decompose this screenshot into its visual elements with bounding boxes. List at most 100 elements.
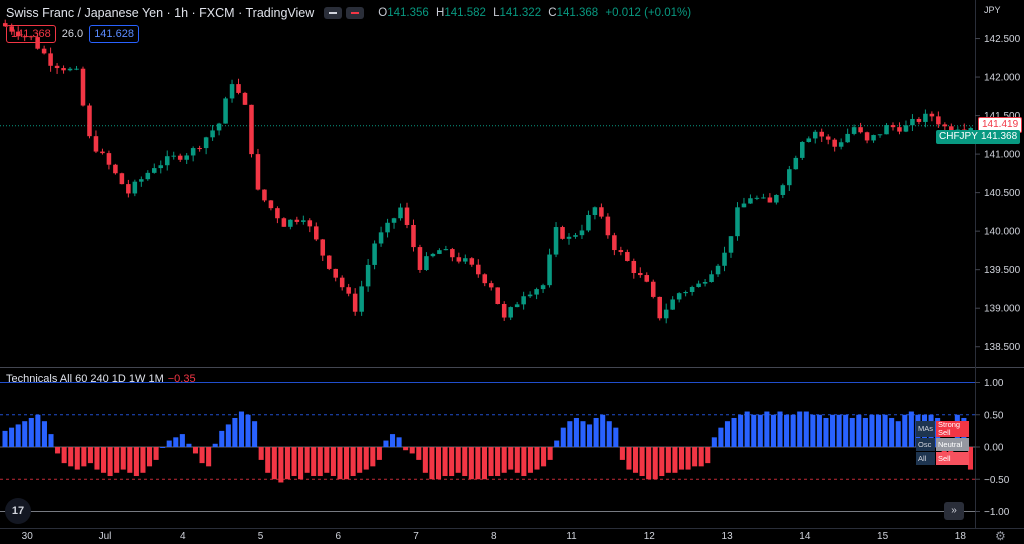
candle-body (352, 293, 358, 312)
candle-body (910, 118, 915, 126)
candle-body (61, 68, 66, 71)
technicals-bar (613, 427, 619, 447)
technicals-bar (508, 447, 514, 470)
signal-label: All (916, 452, 935, 465)
technicals-bar (258, 447, 264, 460)
candle-body (288, 219, 293, 227)
candle-body (9, 26, 14, 32)
technicals-bar (757, 414, 763, 447)
tradingview-logo-icon[interactable]: 17 (5, 498, 31, 524)
double-chevron-right-icon[interactable]: » (944, 502, 964, 520)
technicals-bar (219, 430, 225, 447)
candle-body (663, 309, 669, 319)
technicals-bar (225, 424, 231, 447)
candle-body (942, 124, 948, 127)
candle-body (417, 247, 423, 270)
candle-body (28, 36, 34, 38)
technicals-bar (587, 424, 593, 447)
currency-label[interactable]: JPY (984, 5, 1001, 15)
technicals-bar (665, 447, 671, 473)
candle-body (599, 207, 604, 217)
open-label: O (378, 7, 388, 19)
candle-body (864, 132, 870, 141)
candle-body (605, 216, 611, 236)
technicals-bar (724, 421, 730, 447)
technicals-bar (527, 447, 533, 473)
candle-body (625, 252, 630, 261)
buy-price-button[interactable]: 141.628 (89, 25, 139, 43)
candle-body (255, 154, 261, 190)
technicals-bar (166, 440, 172, 447)
technicals-bar (68, 447, 74, 467)
candle-body (463, 258, 468, 262)
technicals-bar (179, 434, 185, 447)
technicals-bar (403, 447, 409, 451)
technicals-bar (718, 427, 724, 447)
candle-body (534, 289, 539, 295)
technicals-bar (646, 447, 652, 480)
time-axis-label: 4 (180, 531, 186, 542)
candle-body (514, 304, 520, 308)
technicals-bar (74, 447, 80, 470)
signal-value: Sell (936, 452, 969, 465)
technicals-bar (882, 414, 888, 447)
technicals-bar (48, 434, 54, 447)
technicals-bar (678, 447, 685, 470)
technicals-bar (692, 447, 698, 467)
candle-body (100, 151, 105, 154)
technicals-bar (731, 417, 737, 447)
time-axis-label: 30 (22, 531, 34, 542)
technicals-bar (265, 447, 271, 473)
indicator-legend[interactable]: Technicals All 60 240 1D 1W 1M −0.35 (6, 373, 196, 385)
spread-value: 26.0 (61, 28, 84, 40)
candle-body (2, 23, 8, 27)
symbol-title[interactable]: Swiss Franc / Japanese Yen · 1h · FXCM ·… (6, 6, 315, 20)
price-axis-label: 142.500 (984, 34, 1021, 45)
candle-body (301, 220, 306, 222)
candle-body (793, 157, 799, 170)
technicals-bar (541, 447, 547, 467)
technicals-bar (784, 414, 790, 447)
technicals-axis-label: −1.00 (984, 507, 1010, 518)
gear-icon[interactable]: ⚙ (995, 529, 1006, 543)
candle-body (378, 232, 384, 244)
technicals-bar (232, 417, 238, 447)
candle-body (132, 181, 138, 194)
candle-body (411, 224, 416, 248)
candle-body (722, 252, 727, 266)
symbol-name: Swiss Franc / Japanese Yen (6, 6, 164, 20)
technicals-bar (790, 414, 796, 447)
candle-body (676, 293, 682, 300)
technicals-bar (442, 447, 448, 477)
candle-body (177, 155, 183, 160)
technicals-bar (449, 447, 455, 477)
candle-body (612, 235, 617, 251)
source-label: TradingView (245, 6, 315, 20)
technicals-bar (455, 447, 461, 473)
technicals-bar (133, 447, 139, 477)
candle-body (774, 194, 779, 203)
candle-body (761, 197, 766, 199)
candle-body (838, 142, 844, 147)
candle-body (326, 255, 332, 269)
signal-row-mas: MAs Strong Sell (916, 421, 969, 437)
menu-icon[interactable] (346, 7, 365, 19)
candle-body (573, 235, 578, 237)
candle-body (152, 168, 157, 173)
candle-body (216, 123, 222, 131)
candle-body (566, 236, 572, 239)
technicals-bar (705, 447, 711, 464)
technicals-bar (573, 417, 579, 447)
candle-body (229, 84, 235, 99)
candle-body (592, 207, 598, 215)
hide-icon[interactable] (324, 7, 343, 19)
candle-body (780, 185, 786, 195)
candle-body (22, 36, 27, 38)
candle-body (197, 148, 202, 150)
sell-price-button[interactable]: 141.368 (6, 25, 56, 43)
candle-body (657, 296, 662, 319)
signal-value: Strong Sell (936, 421, 969, 437)
technicals-bar (685, 447, 691, 470)
candle-body (754, 197, 760, 199)
